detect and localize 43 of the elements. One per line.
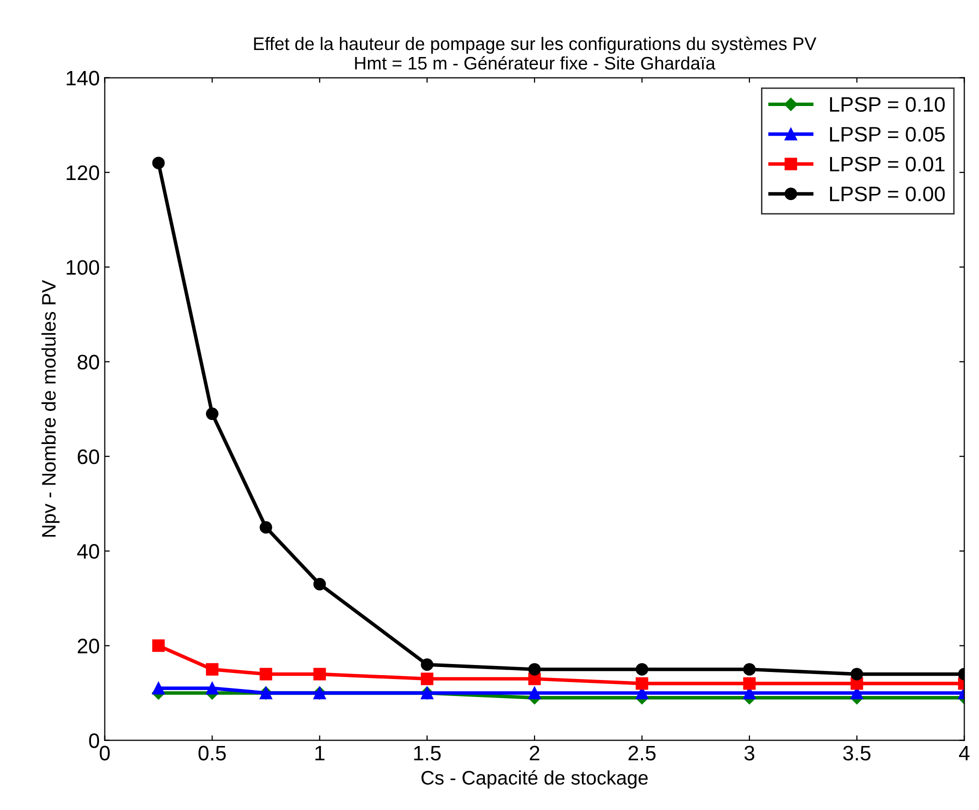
x-tick-label: 3.5 [843, 746, 870, 761]
chart-title: Effet de la hauteur de pompage sur les configurations du systèmes PV Hmt = 15 m - Générateur fixe - Site Ghardaïa [254, 36, 816, 70]
x-tick-label: 3 [744, 746, 754, 761]
y-tick-label: 20 [78, 638, 100, 654]
point [152, 639, 165, 652]
point [206, 682, 218, 695]
point [206, 408, 218, 420]
y-axis-title: Npv - Nombre de modules PV [41, 280, 60, 537]
x-tick-label: 1 [315, 746, 324, 760]
y-tick-label: 0 [89, 733, 100, 748]
point [260, 521, 272, 534]
point [636, 677, 648, 690]
y-tick-label: 120 [66, 165, 100, 180]
point [313, 668, 326, 680]
point [313, 578, 326, 590]
point [152, 682, 165, 695]
x-tick-label: 1.5 [414, 746, 441, 761]
point [636, 663, 648, 676]
y-tick-label: 80 [78, 354, 100, 370]
y-tick-label: 60 [78, 449, 100, 464]
legend-label: LPSP = 0.05 [830, 126, 945, 142]
legend-label: LPSP = 0.10 [830, 97, 945, 112]
point [260, 668, 272, 680]
point [743, 677, 756, 690]
x-tick-label: 4 [959, 746, 970, 760]
point [206, 663, 218, 676]
point [420, 658, 434, 671]
y-tick-label: 140 [66, 70, 100, 86]
y-tick-label: 100 [66, 260, 100, 275]
point [743, 663, 756, 676]
point [850, 668, 864, 680]
legend-label: LPSP = 0.01 [830, 156, 945, 172]
x-tick-label: 2.5 [628, 746, 656, 761]
point [528, 663, 541, 676]
point [420, 672, 434, 686]
x-tick-label: 0.5 [198, 746, 226, 761]
x-axis-title: Cs - Capacité de stockage [422, 770, 648, 789]
point [152, 156, 165, 170]
legend-label: LPSP = 0.00 [830, 186, 945, 202]
point [528, 686, 541, 700]
x-tick-label: 2 [530, 746, 540, 760]
y-tick-label: 40 [77, 544, 100, 559]
x-tick-label: 0 [100, 746, 110, 761]
